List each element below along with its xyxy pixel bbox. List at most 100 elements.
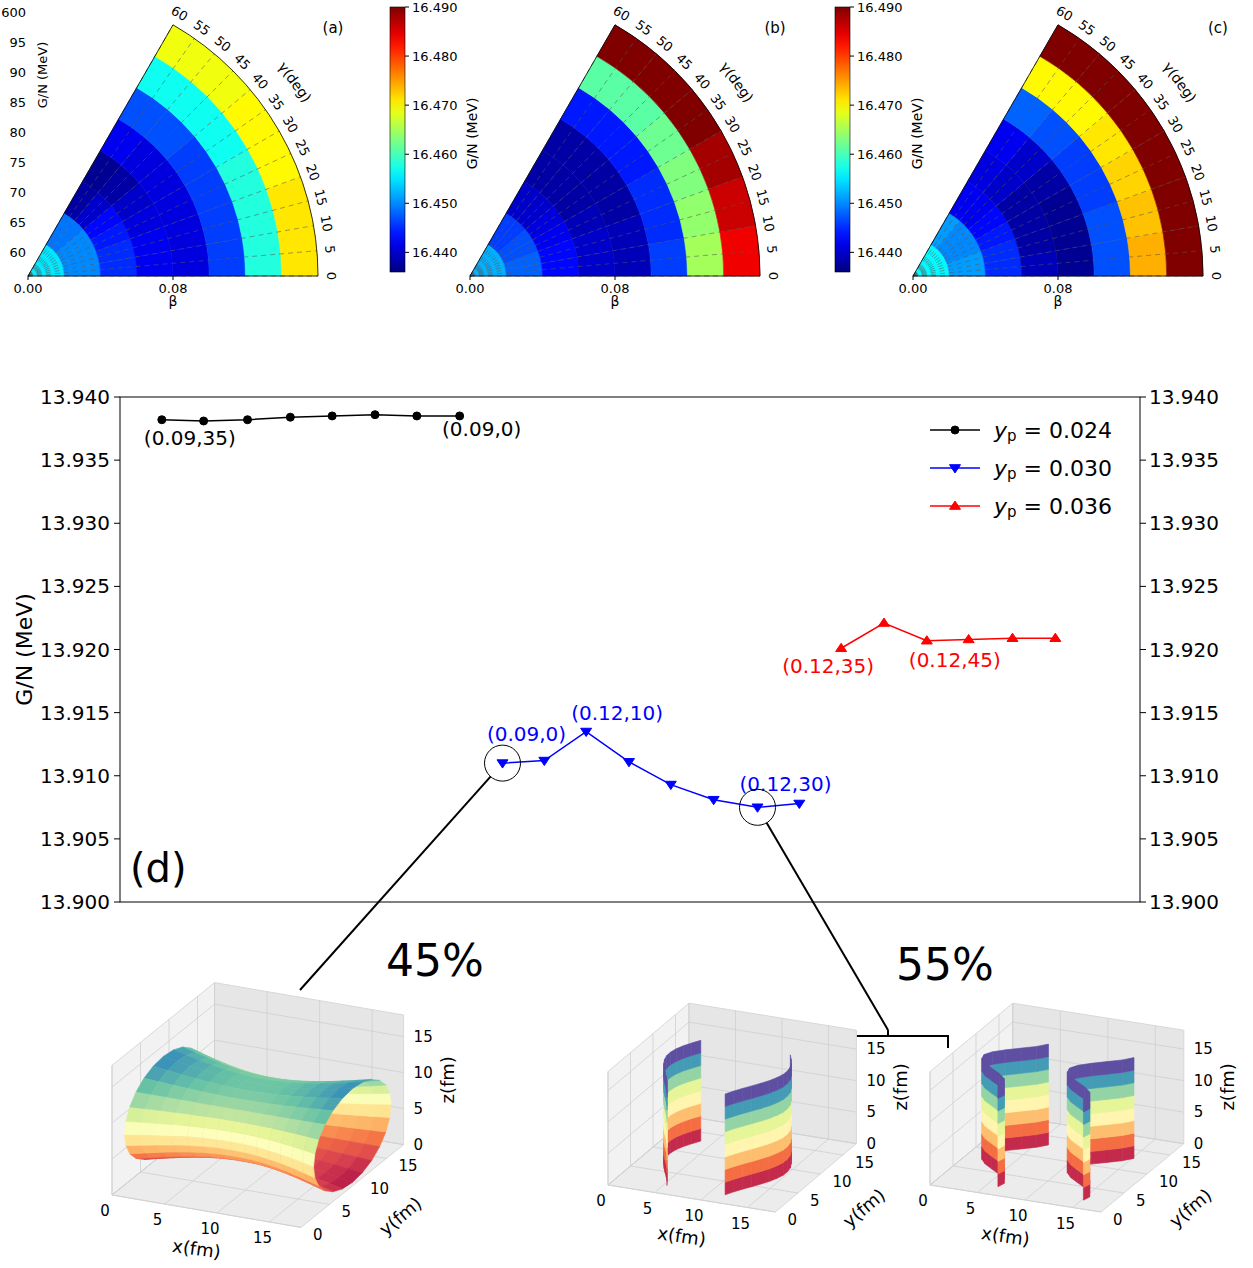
angle-grid [470, 38, 636, 276]
y2-tick-label: 13.935 [1149, 448, 1219, 472]
y-tick-label: 15 [855, 1154, 874, 1172]
y-grid [631, 1166, 798, 1193]
surface-patch [1022, 1097, 1037, 1111]
heat-cell [1092, 238, 1131, 276]
legend-marker [950, 465, 961, 473]
y2-tick-label: 13.915 [1149, 701, 1219, 725]
connector [300, 777, 491, 990]
x-tick-label: 5 [643, 1200, 653, 1218]
z-grid [1013, 1022, 1184, 1049]
y-grid [953, 1053, 954, 1166]
y-grid [953, 1166, 1124, 1193]
surface-patch [1107, 1123, 1122, 1137]
y-tick-label: 13.940 [40, 385, 110, 409]
angle-grid [28, 131, 279, 276]
fragment-tick-label: 80 [9, 125, 26, 140]
x-tick [470, 276, 471, 280]
angle-tick-label: 50 [1097, 33, 1119, 55]
z-title: z(fm) [437, 1056, 458, 1103]
surface-patch [1006, 1086, 1022, 1100]
fragment-tick-label: 95 [9, 35, 26, 50]
legend-marker [950, 501, 961, 509]
colorbar [835, 7, 850, 272]
surface-patch [733, 1089, 742, 1104]
colorbar-tick [405, 7, 409, 8]
x-title: β [611, 293, 620, 309]
y-tick-label: 10 [1159, 1173, 1178, 1191]
angle-grid [913, 54, 1099, 276]
z-tick-label: 5 [866, 1103, 876, 1121]
surface-patch [998, 1083, 1004, 1099]
surface-patch [307, 1123, 325, 1140]
x-tick-label: 15 [253, 1229, 272, 1247]
surface-patch [1022, 1072, 1037, 1086]
side-pane [930, 1003, 1013, 1185]
surface-patch [788, 1067, 791, 1083]
angle-grid [913, 251, 1202, 276]
y-tick [114, 586, 120, 587]
surface-patch [761, 1081, 770, 1096]
fragment-tick-label: 600 [1, 5, 26, 20]
surface-patch [358, 1094, 375, 1105]
angle-grid [470, 251, 759, 276]
x-title: x(fm) [171, 1235, 222, 1263]
y-tick-label: 13.905 [40, 827, 110, 851]
surface-patch [1022, 1059, 1037, 1073]
colorbar-tick [405, 252, 409, 253]
y-tick [114, 775, 120, 776]
x-tick-label: 5 [153, 1211, 163, 1229]
surface-patch [692, 1040, 701, 1055]
fragment-tick-label: 75 [9, 155, 26, 170]
y-title: y(fm) [1165, 1184, 1216, 1231]
angle-grid [470, 71, 675, 276]
angle-tick-label: 55 [1076, 17, 1098, 39]
z-tick-label: 0 [414, 1136, 424, 1154]
y-tick-label: 0 [787, 1211, 797, 1229]
z-grid [608, 1022, 689, 1090]
surface-patch [1037, 1044, 1049, 1059]
y2-tick [1140, 838, 1146, 839]
x-tick [1058, 276, 1059, 280]
z-tick-label: 0 [866, 1135, 876, 1153]
sector-frame [28, 25, 318, 276]
y-tick-label: 13.925 [40, 574, 110, 598]
surface [125, 1047, 392, 1192]
cluster-circle [485, 745, 521, 781]
angle-grid [28, 54, 214, 276]
surface-patch [1022, 1122, 1037, 1136]
angle-tick-label: 40 [249, 70, 271, 92]
plot-frame [120, 397, 1140, 902]
colorbar-tick [850, 105, 854, 106]
fragment-tick-label: 70 [9, 185, 26, 200]
x-tick-label: 0 [596, 1192, 606, 1210]
surface-patch [667, 1081, 668, 1098]
x-tick-label: 0.00 [899, 281, 928, 296]
angle-title: γ(deg) [275, 59, 315, 105]
surface-patch [141, 1122, 158, 1135]
colorbar-tick-label: 16.470 [857, 98, 903, 113]
x-grid [217, 1130, 320, 1213]
surface-patch [321, 1098, 343, 1111]
surface-patch [141, 1135, 158, 1146]
surface-patch [370, 1117, 390, 1132]
surface-patch [188, 1126, 204, 1138]
angle-grid [470, 54, 656, 276]
z-title: z(fm) [890, 1063, 911, 1110]
angle-tick-label: 15 [311, 188, 330, 208]
surface-patch [364, 1130, 386, 1147]
surface-patch [1107, 1073, 1122, 1087]
y2-tick [1140, 902, 1146, 903]
z-tick-label: 15 [1194, 1040, 1213, 1058]
colorbar-title: G/N (MeV) [464, 98, 480, 170]
legend-label: yp = 0.030 [993, 456, 1112, 484]
z-tick-label: 15 [866, 1040, 885, 1058]
colorbar-tick-label: 16.480 [412, 49, 458, 64]
y-tick-label: 13.910 [40, 764, 110, 788]
angle-grid [913, 71, 1118, 276]
fragment-tick-label: 60 [9, 245, 26, 260]
angle-tick-label: 25 [1177, 137, 1198, 158]
cluster-share: 55% [896, 939, 994, 990]
x-tick-label: 5 [966, 1200, 976, 1218]
y-tick-label: 13.920 [40, 638, 110, 662]
x-tick [913, 276, 914, 280]
